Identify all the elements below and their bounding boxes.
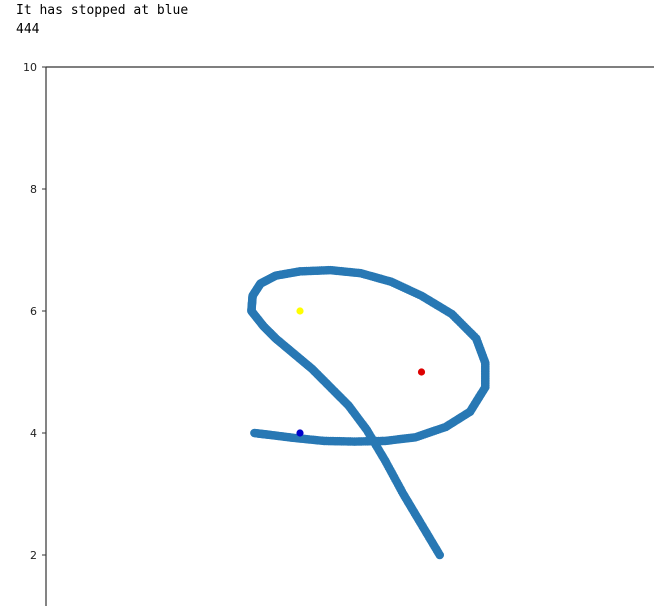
red-point [417,368,426,376]
output-line-status: It has stopped at blue [16,3,189,18]
output-line-count: 444 [16,22,40,37]
y-tick-label-8: 8 [30,183,37,196]
y-tick-label-2: 2 [30,549,37,562]
trail-point [250,428,259,438]
blue-point [296,429,304,437]
y-tick-label-10: 10 [23,61,37,74]
yellow-point [296,307,304,315]
y-tick-label-4: 4 [30,427,37,440]
y-tick-label-6: 6 [30,305,37,318]
